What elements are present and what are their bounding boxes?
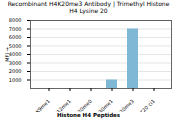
svg-text:H4K30me1: H4K30me1 <box>90 98 114 112</box>
svg-text:MFI →: MFI → <box>4 47 10 61</box>
svg-text:H4K9me1: H4K9me1 <box>29 98 51 112</box>
svg-text:H4K20me0: H4K20me0 <box>69 98 93 112</box>
svg-text:H4K12me1: H4K12me1 <box>48 98 72 112</box>
html-text:Recombinant H4K20me3 Antibody: Recombinant H4K20me3 Antibody | Trimethy… <box>7 0 170 14</box>
svg-text:4000: 4000 <box>9 51 22 57</box>
svg-text:8000: 8000 <box>9 17 22 23</box>
svg-text:6000: 6000 <box>9 34 22 40</box>
svg-text:3000: 3000 <box>9 59 22 65</box>
svg-text:H4K20me3: H4K20me3 <box>111 98 135 112</box>
svg-text:7000: 7000 <box>9 25 22 31</box>
svg-text:1000: 1000 <box>9 76 22 82</box>
svg-text:2000: 2000 <box>9 68 22 74</box>
svg-text:5000: 5000 <box>9 42 22 48</box>
svg-text:H4K20 ci1: H4K20 ci1 <box>134 98 156 112</box>
html-text:Histone H4 Peptides: Histone H4 Peptides <box>56 111 121 118</box>
